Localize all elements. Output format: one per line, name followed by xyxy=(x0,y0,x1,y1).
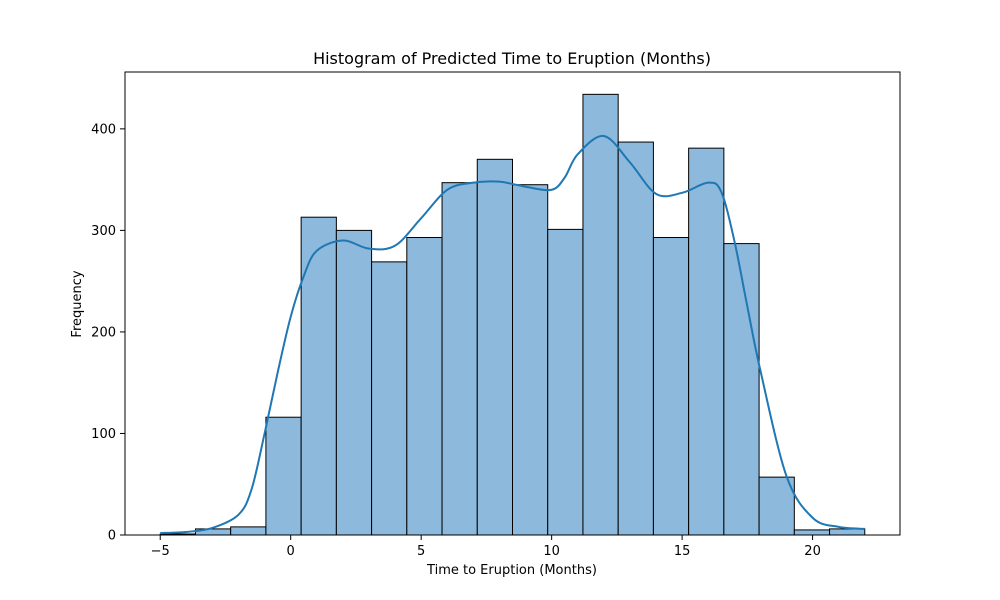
x-tick-label: 20 xyxy=(804,544,821,559)
histogram-bar xyxy=(547,228,584,536)
histogram-bar xyxy=(793,529,831,536)
histogram-bar xyxy=(688,147,725,536)
histogram-bar xyxy=(441,182,478,536)
histogram-bar xyxy=(723,243,760,536)
histogram-bar xyxy=(652,237,690,536)
histogram-bar xyxy=(582,93,619,536)
plot-frame xyxy=(124,71,901,536)
x-axis: −5 0 5 10 15 20 xyxy=(151,535,821,559)
histogram-bar xyxy=(265,416,302,536)
x-tick-label: 0 xyxy=(287,544,295,559)
y-tick-label: 100 xyxy=(91,427,116,442)
kde-curve xyxy=(160,134,865,534)
histogram-bar xyxy=(335,229,373,536)
x-tick-label: 5 xyxy=(417,544,425,559)
chart-title: Histogram of Predicted Time to Eruption … xyxy=(313,49,711,68)
histogram-bar xyxy=(829,528,866,536)
histogram-bar xyxy=(758,476,795,536)
y-tick-label: 0 xyxy=(108,529,116,544)
histogram-bar xyxy=(230,526,267,536)
histogram-bar xyxy=(406,237,443,536)
y-axis: 0 100 200 300 400 xyxy=(91,122,125,544)
x-tick-label: 15 xyxy=(674,544,691,559)
y-tick-label: 400 xyxy=(91,122,116,137)
histogram-bar xyxy=(371,261,408,536)
bars-group xyxy=(159,93,866,536)
x-tick-label: 10 xyxy=(543,544,560,559)
y-tick-label: 300 xyxy=(91,224,116,239)
y-tick-label: 200 xyxy=(91,325,116,340)
histogram-bar xyxy=(476,158,514,536)
histogram-bar xyxy=(617,141,654,536)
histogram-bar xyxy=(512,184,549,536)
y-axis-label: Frequency xyxy=(70,270,85,337)
x-axis-label: Time to Eruption (Months) xyxy=(426,563,597,578)
histogram-bar xyxy=(300,216,337,536)
x-tick-label: −5 xyxy=(151,544,170,559)
